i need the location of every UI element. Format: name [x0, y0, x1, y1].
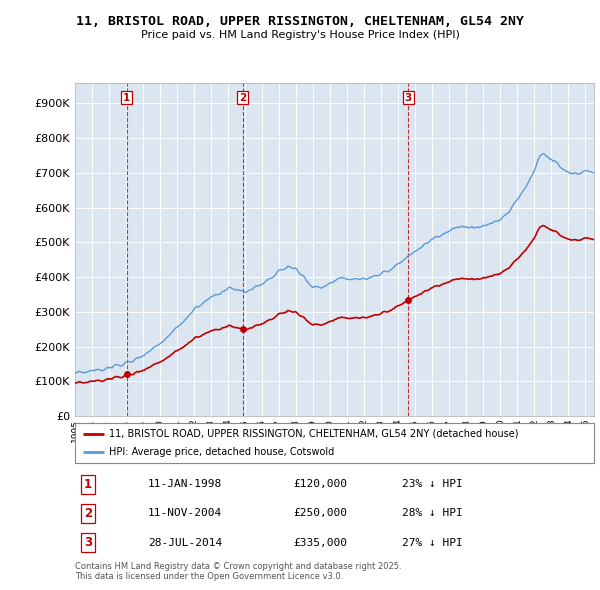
Text: 3: 3	[404, 93, 412, 103]
Text: 23% ↓ HPI: 23% ↓ HPI	[402, 479, 463, 489]
Text: Contains HM Land Registry data © Crown copyright and database right 2025.
This d: Contains HM Land Registry data © Crown c…	[75, 562, 401, 581]
Text: 1: 1	[123, 93, 130, 103]
Text: 1: 1	[84, 477, 92, 491]
Text: 28-JUL-2014: 28-JUL-2014	[148, 537, 222, 548]
Text: 28% ↓ HPI: 28% ↓ HPI	[402, 509, 463, 518]
Text: 2: 2	[84, 507, 92, 520]
Text: 2: 2	[239, 93, 247, 103]
Text: HPI: Average price, detached house, Cotswold: HPI: Average price, detached house, Cots…	[109, 447, 334, 457]
Text: 11, BRISTOL ROAD, UPPER RISSINGTON, CHELTENHAM, GL54 2NY: 11, BRISTOL ROAD, UPPER RISSINGTON, CHEL…	[76, 15, 524, 28]
Text: 11, BRISTOL ROAD, UPPER RISSINGTON, CHELTENHAM, GL54 2NY (detached house): 11, BRISTOL ROAD, UPPER RISSINGTON, CHEL…	[109, 429, 518, 439]
Text: 11-NOV-2004: 11-NOV-2004	[148, 509, 222, 518]
Text: 3: 3	[84, 536, 92, 549]
Text: 11-JAN-1998: 11-JAN-1998	[148, 479, 222, 489]
Text: 27% ↓ HPI: 27% ↓ HPI	[402, 537, 463, 548]
Text: Price paid vs. HM Land Registry's House Price Index (HPI): Price paid vs. HM Land Registry's House …	[140, 30, 460, 40]
Text: £250,000: £250,000	[293, 509, 347, 518]
Text: £120,000: £120,000	[293, 479, 347, 489]
Text: £335,000: £335,000	[293, 537, 347, 548]
